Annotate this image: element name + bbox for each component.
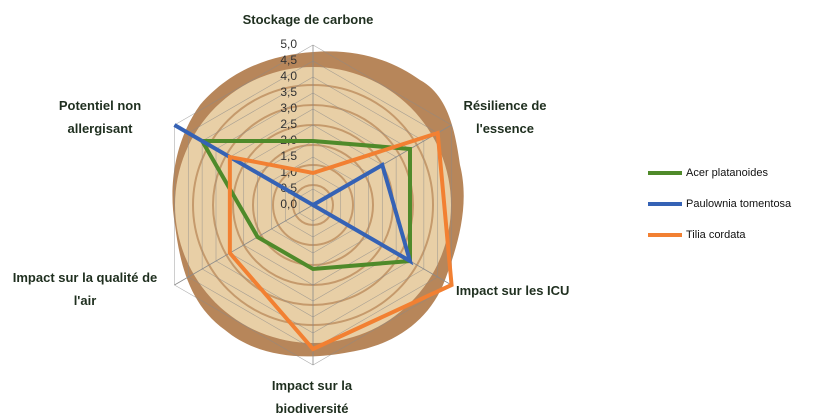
tick-label: 2,5 xyxy=(280,117,297,131)
tick-label: 5,0 xyxy=(280,37,297,51)
axis-label: Résilience de l'essence xyxy=(445,94,565,140)
axis-label: Stockage de carbone xyxy=(218,8,398,31)
legend-label: Tilia cordata xyxy=(686,229,746,241)
legend-label: Paulownia tomentosa xyxy=(686,198,792,210)
tick-label: 4,5 xyxy=(280,53,297,67)
tick-label: 3,0 xyxy=(280,101,297,115)
axis-label: Potentiel non allergisant xyxy=(40,94,160,140)
tick-label: 1,5 xyxy=(280,149,297,163)
axis-label: Impact sur les ICU xyxy=(456,279,596,302)
axis-label: Impact sur la qualité de l'air xyxy=(0,266,170,312)
tick-label: 0,0 xyxy=(280,197,297,211)
axis-label: Impact sur la biodiversité xyxy=(252,374,372,413)
tick-label: 3,5 xyxy=(280,85,297,99)
legend-label: Acer platanoides xyxy=(686,167,768,179)
tick-label: 4,0 xyxy=(280,69,297,83)
page: 0,00,51,01,52,02,53,03,54,04,55,0Acer pl… xyxy=(0,0,825,413)
chart: 0,00,51,01,52,02,53,03,54,04,55,0Acer pl… xyxy=(0,0,825,413)
